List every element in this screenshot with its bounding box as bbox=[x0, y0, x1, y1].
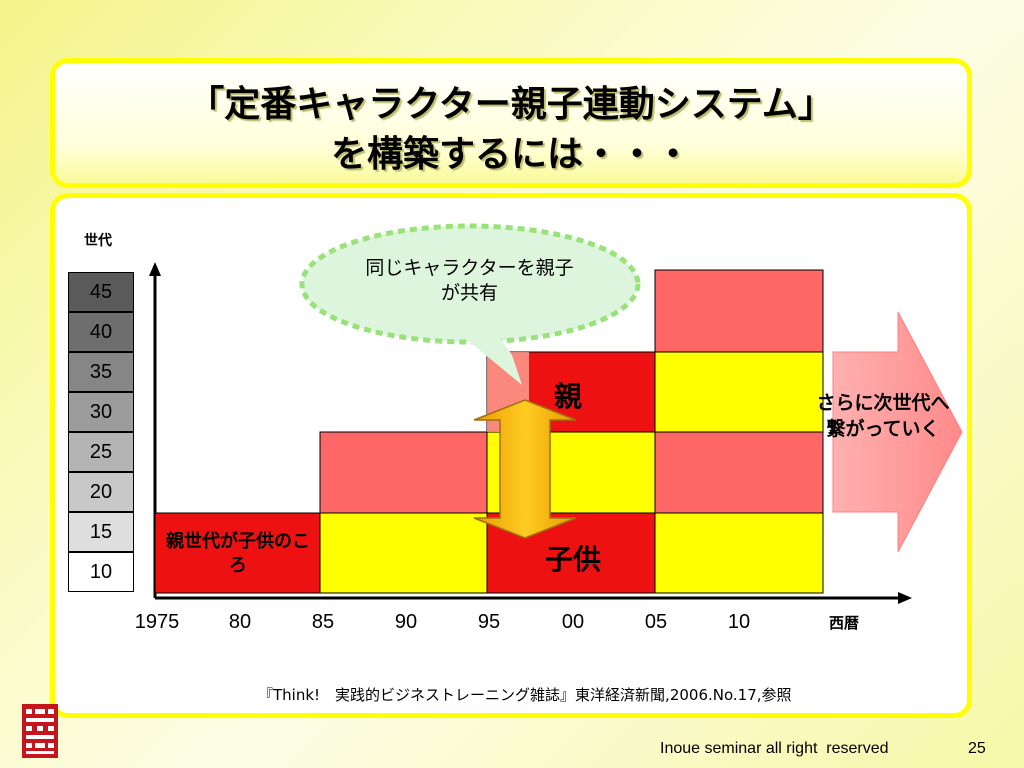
gen-cell-15: 15 bbox=[68, 512, 134, 552]
block-2005-upper-yellow bbox=[654, 351, 824, 433]
x-tick-95: 95 bbox=[477, 611, 501, 633]
gen-cell-45: 45 bbox=[68, 272, 134, 312]
source-citation: 『Think! 実践的ビジネストレーニング雑誌』東洋経済新聞,2006.No.1… bbox=[258, 686, 792, 704]
page-number: 25 bbox=[968, 740, 986, 757]
generation-label: 世代 bbox=[84, 233, 112, 249]
x-tick-1975: 1975 bbox=[134, 611, 180, 633]
parent-label: 親 bbox=[554, 380, 583, 413]
x-tick-90: 90 bbox=[394, 611, 418, 633]
callout-bubble bbox=[299, 223, 641, 345]
x-tick-05: 05 bbox=[644, 611, 668, 633]
title-line-1: 「定番キャラクター親子連動システム」 bbox=[188, 84, 834, 125]
gen-cell-35: 35 bbox=[68, 352, 134, 392]
x-tick-85: 85 bbox=[311, 611, 335, 633]
gen-cell-40: 40 bbox=[68, 312, 134, 352]
gen-cell-25: 25 bbox=[68, 432, 134, 472]
next-generation-arrow bbox=[832, 311, 963, 553]
x-tick-10: 10 bbox=[727, 611, 751, 633]
child-label: 子供 bbox=[545, 543, 602, 576]
block-2005-yellow bbox=[654, 512, 824, 594]
block-2005-top-pink bbox=[654, 269, 824, 353]
y-axis-arrowhead bbox=[149, 262, 161, 276]
x-tick-00: 00 bbox=[561, 611, 585, 633]
x-tick-80: 80 bbox=[228, 611, 252, 633]
title-line-2: を構築するには・・・ bbox=[330, 134, 691, 175]
next-generation-text: さらに次世代へ繋がっていく bbox=[816, 392, 950, 440]
block-1985-pink bbox=[319, 431, 488, 514]
callout-tail bbox=[465, 338, 522, 385]
gen-cell-30: 30 bbox=[68, 392, 134, 432]
block-1975-red bbox=[154, 512, 321, 594]
footer-copyright: Inoue seminar all right reserved bbox=[660, 740, 889, 757]
x-axis-arrowhead bbox=[898, 592, 912, 604]
block-1985-yellow bbox=[319, 512, 488, 594]
seminar-logo-icon bbox=[22, 704, 58, 758]
block-2005-pink bbox=[654, 431, 824, 514]
double-arrow bbox=[473, 399, 577, 539]
parent-era-label: 親世代が子供のころ bbox=[166, 531, 310, 576]
callout-text: 同じキャラクターを親子が共有 bbox=[365, 257, 574, 304]
x-axis-label: 西暦 bbox=[829, 614, 860, 632]
gen-cell-20: 20 bbox=[68, 472, 134, 512]
gen-cell-10: 10 bbox=[68, 552, 134, 592]
title-box: 「定番キャラクター親子連動システム」 を構築するには・・・ bbox=[50, 58, 972, 188]
